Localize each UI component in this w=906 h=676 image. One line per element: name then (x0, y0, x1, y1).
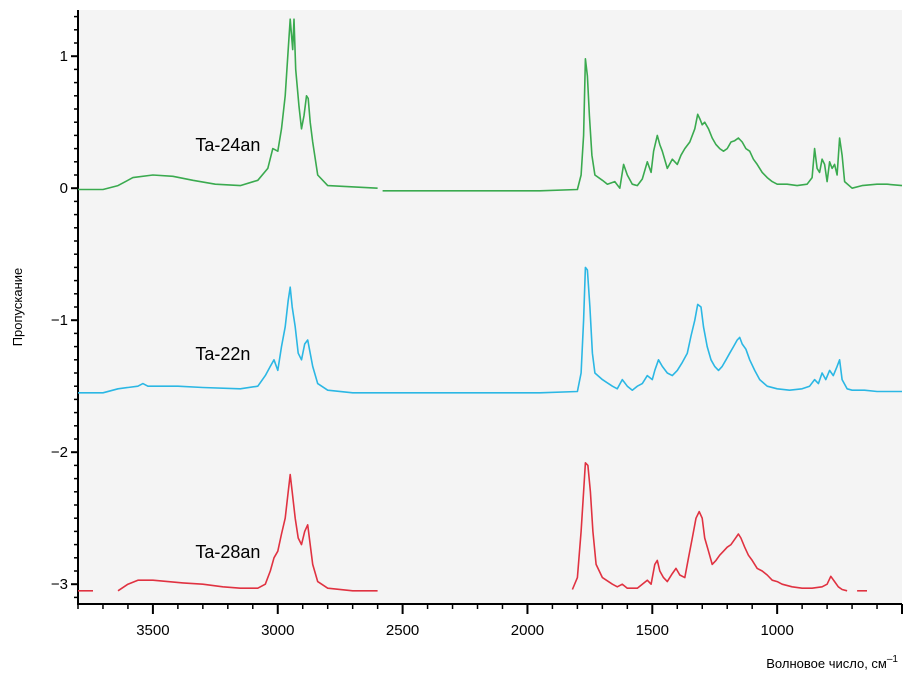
series-label: Ta-24an (195, 135, 260, 155)
x-tick-label: 1000 (760, 622, 793, 639)
x-ticks: 3500 3000 2500 2000 1500 1000 (77, 604, 903, 639)
x-axis-title-superscript: –1 (887, 654, 899, 665)
y-tick-label: −2 (51, 444, 68, 461)
series-line-Ta-22n (78, 266, 902, 394)
x-axis-title: Волновое число, см–1 (766, 654, 898, 671)
series-line-Ta-24an (382, 57, 903, 192)
y-tick-label: −3 (51, 576, 68, 593)
x-tick-label: 3500 (136, 622, 169, 639)
series-label: Ta-28an (195, 542, 260, 562)
x-tick-label: 3000 (261, 622, 294, 639)
series-label: Ta-22n (195, 344, 250, 364)
series-line-Ta-24an (78, 18, 378, 191)
y-tick-label: 1 (60, 48, 68, 65)
series-lines (78, 18, 903, 592)
y-ticks: 1 0 −1 −2 −3 (51, 15, 78, 599)
x-axis-title-text: Волновое число, см (766, 656, 887, 671)
series-line-Ta-28an (571, 461, 848, 592)
series-line-Ta-28an (117, 473, 378, 592)
x-tick-label: 1500 (636, 622, 669, 639)
plot-area (78, 10, 902, 604)
y-tick-label: −1 (51, 312, 68, 329)
y-tick-label: 0 (60, 180, 68, 197)
x-tick-label: 2000 (511, 622, 544, 639)
y-axis-title: Пропускание (10, 268, 25, 347)
series-labels: Ta-24an Ta-22n Ta-28an (195, 135, 260, 562)
x-tick-label: 2500 (386, 622, 419, 639)
